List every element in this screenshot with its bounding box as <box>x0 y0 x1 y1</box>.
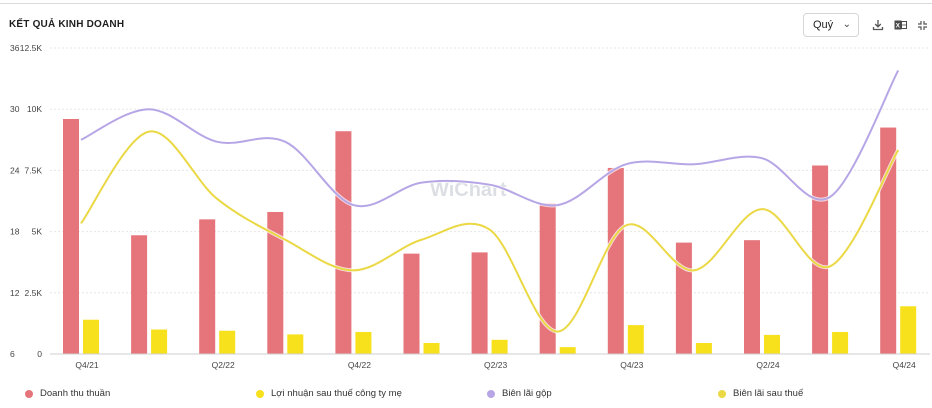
gross-margin-line[interactable] <box>80 69 900 208</box>
profit-bar[interactable] <box>287 334 304 354</box>
chevron-down-icon: ⌄ <box>842 19 851 30</box>
revenue-bar[interactable] <box>880 127 897 354</box>
legend-dot-net-margin <box>718 389 726 398</box>
x-tick-label: Q2/22 <box>212 360 235 370</box>
revenue-bar[interactable] <box>199 219 216 354</box>
revenue-bar[interactable] <box>131 235 148 354</box>
legend-label-net-margin: Biên lãi sau thuế <box>733 388 804 399</box>
revenue-bar[interactable] <box>744 240 760 354</box>
profit-bar[interactable] <box>151 329 168 354</box>
period-dropdown-value: Quý <box>813 19 834 31</box>
y-right-tick-label: 2.5K <box>25 288 43 298</box>
legend-item-net-margin[interactable]: Biên lãi sau thuế <box>718 388 803 399</box>
y-left-tick-label: 24 <box>10 165 20 175</box>
svg-text:X: X <box>895 23 900 30</box>
profit-bar[interactable] <box>491 339 508 354</box>
excel-icon[interactable]: X <box>892 17 908 33</box>
profit-bar[interactable] <box>900 306 917 354</box>
legend-dot-revenue <box>25 389 33 398</box>
y-right-tick-label: 12.5K <box>20 43 43 53</box>
y-left-tick-label: 30 <box>10 104 20 114</box>
profit-bar[interactable] <box>219 330 236 354</box>
profit-bar[interactable] <box>695 342 712 354</box>
y-left-tick-label: 6 <box>10 349 15 359</box>
legend-label-gross-margin: Biên lãi gộp <box>502 388 552 399</box>
bars <box>63 118 917 354</box>
profit-bar[interactable] <box>83 319 99 354</box>
revenue-bar[interactable] <box>63 118 79 354</box>
y-right-tick-label: 7.5K <box>25 165 43 175</box>
legend-label-profit: Lợi nhuận sau thuế công ty mẹ <box>271 388 402 399</box>
x-tick-label: Q4/21 <box>75 360 98 370</box>
revenue-bar[interactable] <box>812 165 829 354</box>
legend-item-gross-margin[interactable]: Biên lãi gộp <box>487 388 552 399</box>
top-divider <box>0 3 932 4</box>
profit-bar[interactable] <box>355 331 372 354</box>
y-left-tick-label: 36 <box>10 43 20 53</box>
y-left-tick-label: 12 <box>10 288 20 298</box>
legend-dot-profit <box>256 389 264 398</box>
legend-item-profit[interactable]: Lợi nhuận sau thuế công ty mẹ <box>256 388 402 399</box>
revenue-bar[interactable] <box>675 242 692 354</box>
profit-bar[interactable] <box>559 347 576 354</box>
chart-title: KẾT QUẢ KINH DOANH <box>9 19 125 30</box>
legend-item-revenue[interactable]: Doanh thu thuần <box>25 388 110 399</box>
profit-bar[interactable] <box>764 334 780 354</box>
revenue-bar[interactable] <box>539 203 556 354</box>
revenue-bar[interactable] <box>335 131 352 354</box>
collapse-icon[interactable] <box>914 17 930 33</box>
lines <box>79 69 900 334</box>
download-icon[interactable] <box>870 17 886 33</box>
revenue-bar[interactable] <box>607 167 624 354</box>
y-right-tick-label: 5K <box>32 227 43 237</box>
y-left-tick-label: 18 <box>10 227 20 237</box>
profit-bar[interactable] <box>832 331 849 354</box>
legend-label-revenue: Doanh thu thuần <box>40 388 111 399</box>
x-tick-label: Q2/23 <box>484 360 507 370</box>
profit-bar[interactable] <box>627 325 644 354</box>
period-dropdown[interactable]: Quý ⌄ <box>803 13 859 37</box>
revenue-bar[interactable] <box>471 252 488 354</box>
x-tick-label: Q4/24 <box>893 360 916 370</box>
revenue-bar[interactable] <box>267 212 284 354</box>
grid-lines <box>50 47 930 294</box>
legend-dot-gross-margin <box>487 389 495 398</box>
axes: 36 12.5K 30 10K 24 7.5K 18 5K 12 2.5K 6 0 Q4/21 Q2/22… <box>10 43 930 370</box>
net-margin-line[interactable] <box>80 130 900 333</box>
x-tick-label: Q4/22 <box>348 360 371 370</box>
x-tick-label: Q2/24 <box>756 360 779 370</box>
y-right-tick-label: 0 <box>37 349 42 359</box>
x-tick-label: Q4/23 <box>620 360 643 370</box>
y-right-tick-label: 10K <box>27 104 42 114</box>
profit-bar[interactable] <box>423 342 440 354</box>
revenue-bar[interactable] <box>403 253 420 354</box>
